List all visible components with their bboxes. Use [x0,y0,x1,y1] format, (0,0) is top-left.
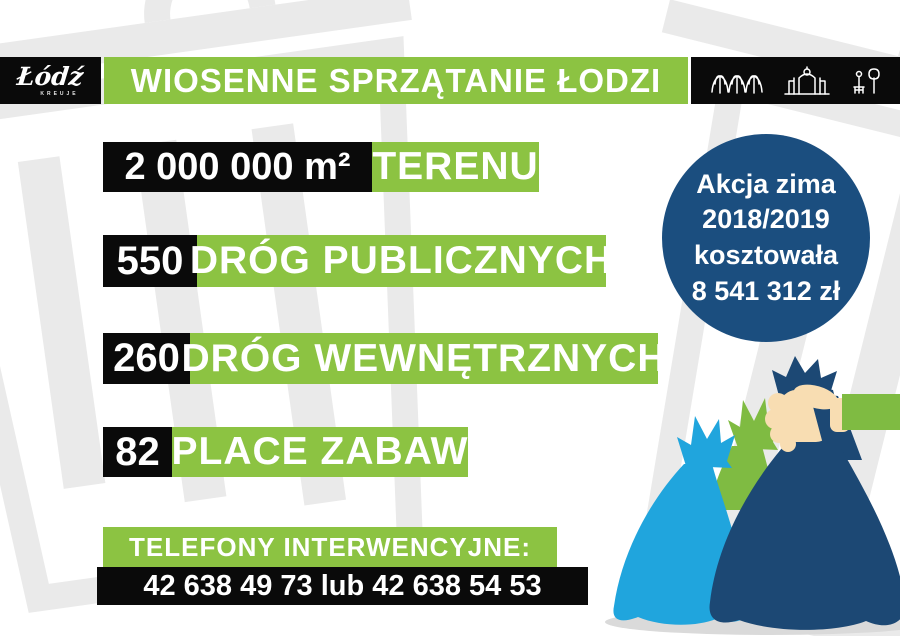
stat-value: 260 [103,333,190,384]
badge-line: kosztowała [693,240,839,270]
stat-label: TERENU [372,142,539,192]
stat-row-terenu: 2 000 000 m² TERENU [103,142,539,192]
stat-label: DRÓG PUBLICZNYCH [190,235,612,287]
arches-landmark-icon [710,74,763,94]
badge-line: Akcja zima [696,168,836,199]
cost-badge: Akcja zima 2018/2019 kosztowała 8 541 31… [662,134,870,342]
stat-value: 2 000 000 m² [103,142,372,192]
sleeve [842,394,900,430]
landmarks-box [691,57,900,104]
stat-value: 550 [103,235,197,287]
phones-heading: TELEFONY INTERWENCYJNE: [129,531,531,562]
badge-line: 8 541 312 zł [691,275,841,306]
stat-value: 82 [103,427,172,477]
stat-label: PLACE ZABAW [172,427,468,477]
stat-label: DRÓG WEWNĘTRZNYCH [182,333,665,384]
phones-numbers-bar: 42 638 49 73 lub 42 638 54 53 [97,567,588,605]
gate-landmark-icon [783,65,830,95]
park-landmark-icon [852,67,880,94]
garbage-bags-illustration [605,356,900,635]
page-title: WIOSENNE SPRZĄTANIE ŁODZI [130,61,662,99]
stat-row-place-zabaw: 82 PLACE ZABAW [103,427,468,477]
badge-line: 2018/2019 [702,204,830,235]
phone-numbers: 42 638 49 73 lub 42 638 54 53 [143,569,542,602]
lodz-logo: Łódź KREUJE [0,57,101,104]
stat-row-drogi-publiczne: 550 DRÓG PUBLICZNYCH [103,235,612,287]
stat-row-drogi-wewnetrzne: 260 DRÓG WEWNĘTRZNYCH [103,333,665,384]
navy-bag-body [709,428,900,630]
phones-heading-bar: TELEFONY INTERWENCYJNE: [103,527,557,567]
title-bar: WIOSENNE SPRZĄTANIE ŁODZI [104,57,688,104]
lodz-logo-subtext: KREUJE [40,91,79,97]
lodz-logo-text: Łódź [15,62,86,91]
thumb [793,384,839,410]
